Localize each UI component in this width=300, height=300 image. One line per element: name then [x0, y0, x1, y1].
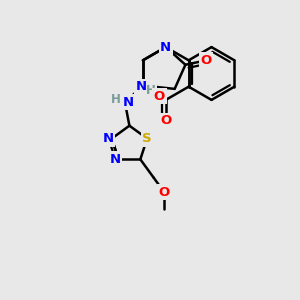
Text: O: O [158, 186, 170, 199]
Text: N: N [109, 153, 120, 166]
Text: H: H [146, 84, 156, 97]
Text: O: O [154, 90, 165, 103]
Text: O: O [200, 54, 211, 67]
Text: N: N [122, 96, 134, 109]
Text: N: N [160, 40, 171, 54]
Text: N: N [103, 132, 114, 145]
Text: S: S [142, 132, 152, 145]
Text: N: N [136, 80, 147, 93]
Text: O: O [160, 114, 171, 128]
Text: H: H [111, 93, 121, 106]
